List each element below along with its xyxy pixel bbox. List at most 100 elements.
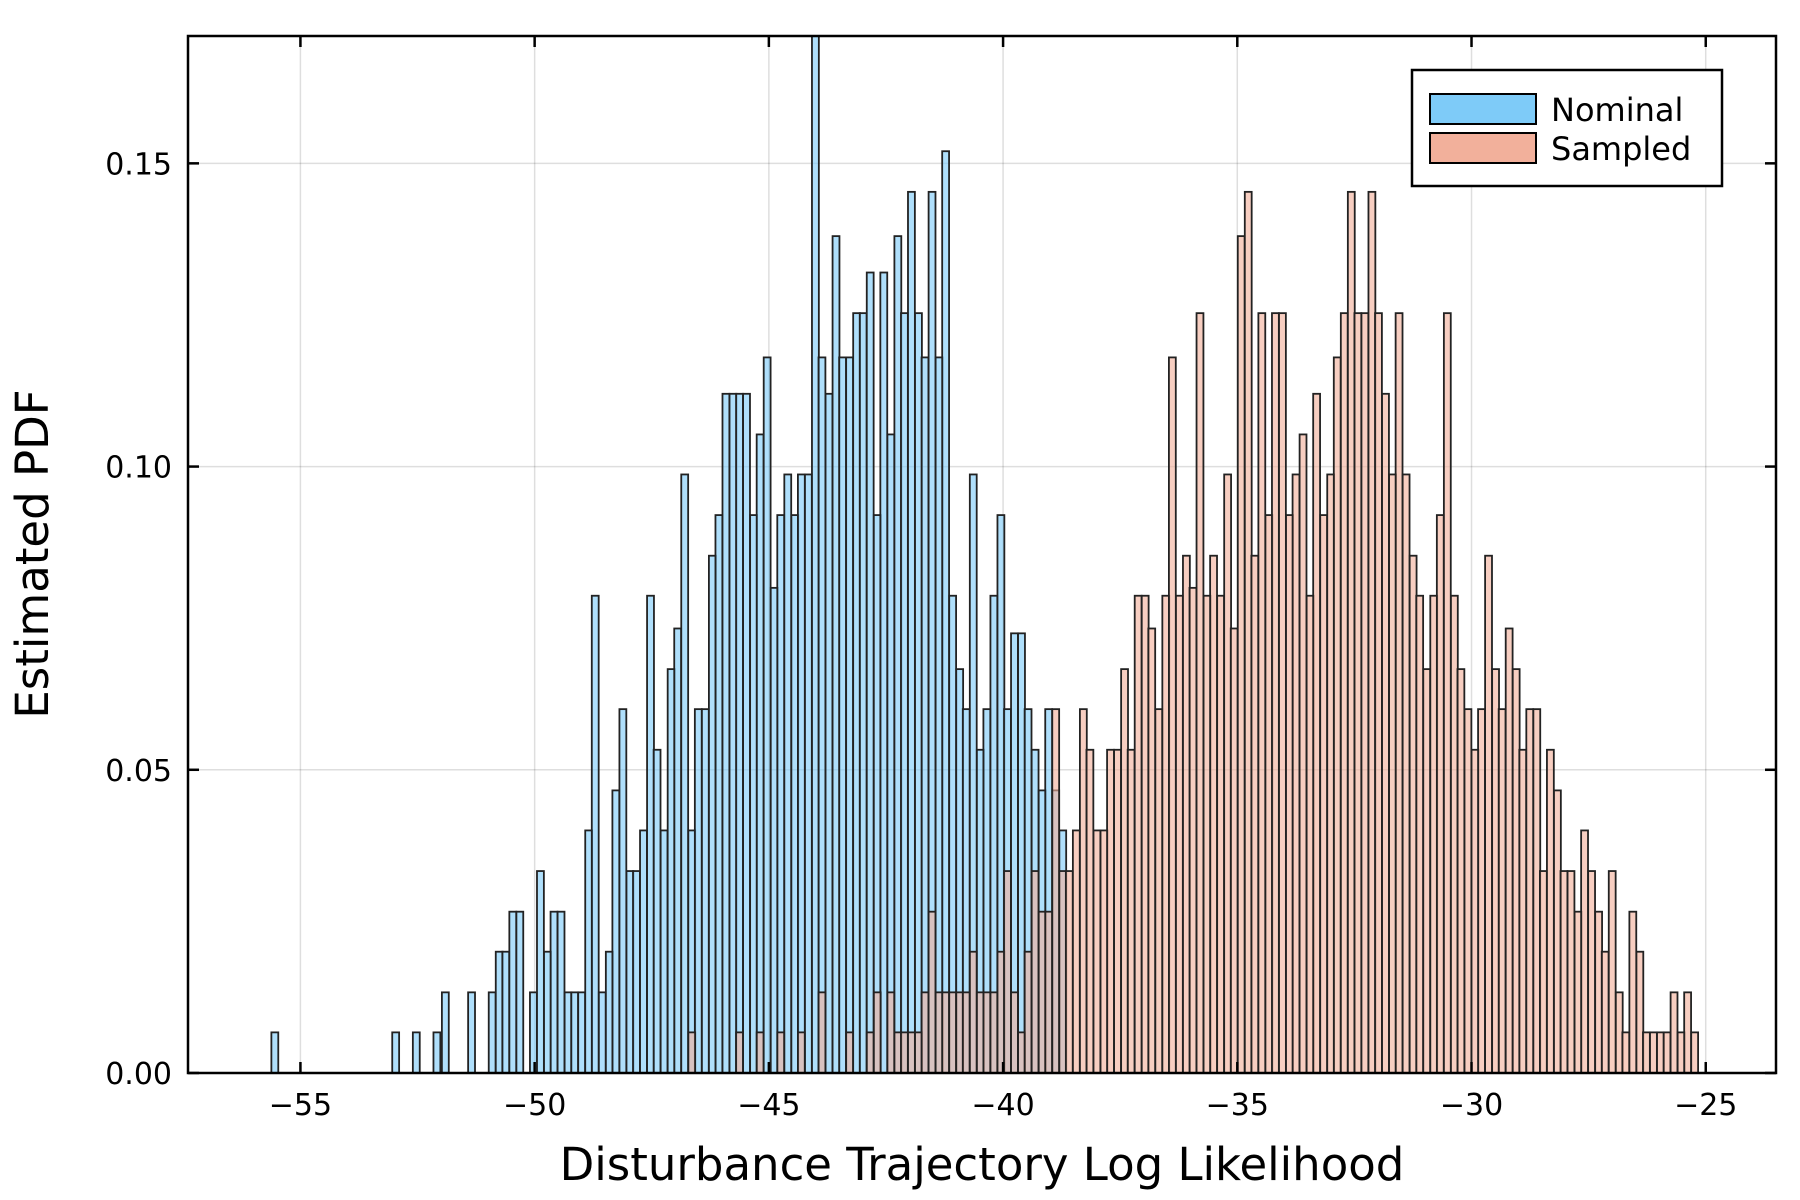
- bar-sampled: [1044, 910, 1054, 1074]
- bar-nominal: [804, 473, 813, 1074]
- bar-nominal: [700, 708, 710, 1074]
- series-sampled: [687, 190, 1699, 1074]
- axis-ticks: −55 −50 −45 −40 −35 −30 −25 0.00 0.05 0.10 0.15: [105, 36, 1776, 1123]
- bar-sampled: [1106, 748, 1115, 1074]
- bar-sampled: [1051, 708, 1061, 1074]
- series-nominal: [270, 35, 1068, 1074]
- bar-nominal: [529, 991, 538, 1074]
- bar-sampled: [1381, 392, 1390, 1074]
- bar-nominal: [659, 829, 669, 1074]
- bar-sampled: [1504, 627, 1514, 1074]
- bar-nominal: [714, 514, 724, 1074]
- bar-nominal: [270, 1031, 280, 1074]
- legend-swatch-sampled: [1429, 132, 1537, 164]
- bar-sampled: [1271, 312, 1280, 1074]
- bar-sampled: [1559, 870, 1569, 1074]
- y-tick-label: 0.15: [105, 147, 172, 182]
- legend-box: [1410, 68, 1724, 188]
- bar-sampled: [1442, 312, 1452, 1074]
- bar-nominal: [824, 392, 834, 1074]
- bar-sampled: [1477, 708, 1486, 1074]
- x-tick-label: −30: [1440, 1088, 1503, 1123]
- bar-sampled: [1649, 1031, 1658, 1074]
- bar-sampled: [1071, 829, 1081, 1074]
- bar-sampled: [872, 991, 882, 1074]
- bar-nominal: [611, 789, 621, 1074]
- bar-sampled: [1662, 1031, 1672, 1074]
- bar-sampled: [1003, 870, 1012, 1074]
- bar-sampled: [1353, 312, 1363, 1074]
- bar-sampled: [1126, 748, 1136, 1074]
- bar-sampled: [1188, 586, 1198, 1074]
- x-tick-label: −40: [971, 1088, 1034, 1123]
- bar-nominal: [721, 392, 731, 1074]
- bar-sampled: [1683, 991, 1692, 1074]
- bar-sampled: [817, 991, 827, 1074]
- bar-sampled: [907, 1031, 916, 1074]
- bar-nominal: [755, 433, 765, 1074]
- bar-sampled: [687, 1031, 697, 1074]
- bar-sampled: [1539, 870, 1548, 1074]
- bar-nominal: [570, 991, 579, 1074]
- y-tick-label: 0.10: [105, 451, 172, 486]
- bar-sampled: [1374, 312, 1383, 1074]
- bar-sampled: [735, 1031, 744, 1074]
- bar-sampled: [1566, 870, 1576, 1074]
- legend-label-sampled: Sampled: [1551, 130, 1691, 168]
- bar-sampled: [1332, 356, 1342, 1074]
- plot-frame: [186, 34, 1778, 1075]
- bar-sampled: [1085, 748, 1095, 1074]
- bar-sampled: [1298, 433, 1308, 1074]
- bar-sampled: [1319, 514, 1328, 1074]
- bar-nominal: [858, 312, 868, 1074]
- bar-nominal: [597, 991, 607, 1074]
- bar-sampled: [1607, 870, 1617, 1074]
- bar-nominal: [440, 991, 450, 1074]
- bar-nominal: [886, 433, 896, 1074]
- bar-sampled: [1463, 708, 1473, 1074]
- bar-nominal: [487, 991, 497, 1074]
- bar-sampled: [1394, 312, 1404, 1074]
- bar-nominal: [432, 1031, 442, 1074]
- bar-nominal: [941, 150, 950, 1074]
- bar-nominal: [590, 594, 600, 1074]
- bar-sampled: [1209, 554, 1218, 1074]
- bar-sampled: [1401, 473, 1411, 1074]
- x-tick-label: −55: [269, 1088, 332, 1123]
- bar-sampled: [1168, 356, 1177, 1074]
- bar-sampled: [920, 991, 930, 1074]
- bar-nominal: [776, 514, 786, 1074]
- bar-sampled: [1422, 668, 1432, 1074]
- bar-sampled: [1642, 1031, 1651, 1074]
- bar-sampled: [1435, 514, 1445, 1074]
- bar-nominal: [549, 910, 559, 1074]
- bar-sampled: [1339, 312, 1349, 1074]
- bar-sampled: [1497, 708, 1507, 1074]
- bar-sampled: [1580, 829, 1589, 1074]
- bar-sampled: [1113, 748, 1122, 1074]
- bar-sampled: [1236, 235, 1246, 1074]
- bar-sampled: [989, 991, 999, 1074]
- bar-sampled: [1628, 910, 1638, 1074]
- bar-sampled: [1518, 748, 1528, 1074]
- bar-nominal: [556, 910, 566, 1074]
- bar-nominal: [467, 991, 476, 1074]
- bar-sampled: [1456, 668, 1466, 1074]
- bar-nominal: [735, 392, 744, 1074]
- bar-sampled: [961, 991, 971, 1074]
- bar-nominal: [652, 748, 662, 1074]
- bar-sampled: [1415, 594, 1425, 1074]
- bar-sampled: [1250, 554, 1260, 1074]
- bar-nominal: [797, 473, 806, 1074]
- bar-sampled: [1147, 627, 1157, 1074]
- bar-sampled: [1600, 950, 1610, 1074]
- bar-nominal: [920, 356, 930, 1074]
- y-tick-label: 0.05: [105, 754, 172, 789]
- bar-sampled: [941, 991, 950, 1074]
- bar-nominal: [693, 708, 703, 1074]
- bar-sampled: [1484, 554, 1493, 1074]
- bar-nominal: [673, 627, 683, 1074]
- bar-sampled: [1546, 748, 1555, 1074]
- bar-nominal: [879, 271, 889, 1074]
- bar-sampled: [948, 991, 957, 1074]
